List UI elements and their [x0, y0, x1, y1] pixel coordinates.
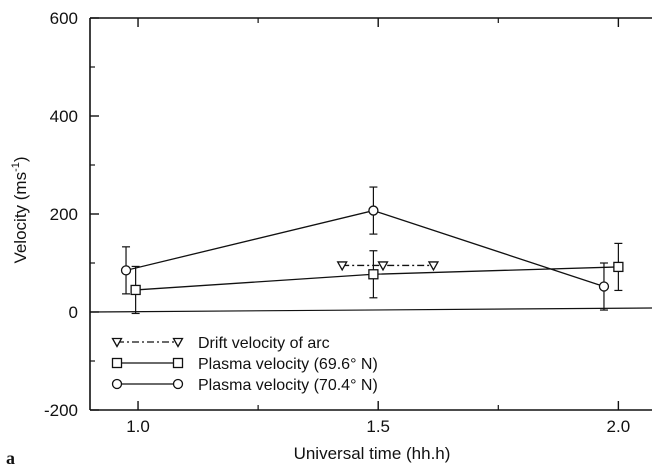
legend-marker: [111, 378, 123, 390]
y-tick-label: 600: [50, 9, 78, 28]
data-point: [598, 281, 610, 292]
data-point: [130, 284, 141, 296]
data-point: [613, 261, 624, 273]
legend-label: Drift velocity of arc: [198, 335, 330, 352]
legend-marker: [172, 337, 184, 348]
x-tick-label: 2.0: [607, 417, 631, 436]
x-tick-label: 1.0: [126, 417, 150, 436]
y-tick-label: -200: [44, 401, 78, 420]
y-axis-title-superscript: -1: [10, 162, 22, 172]
series-2: [120, 186, 610, 311]
series-0: [336, 261, 440, 272]
legend-entry-2: Plasma velocity (70.4° N): [111, 377, 378, 394]
y-tick-label: 200: [50, 205, 78, 224]
zero-line: [89, 307, 653, 313]
legend-label: Plasma velocity (69.6° N): [198, 356, 378, 373]
legend-entry-1: Plasma velocity (69.6° N): [111, 356, 378, 373]
legend-marker: [172, 378, 184, 390]
y-tick-label: 0: [69, 303, 78, 322]
data-point: [368, 205, 379, 216]
series-1: [130, 242, 624, 315]
x-axis-title: Universal time (hh.h): [294, 444, 451, 463]
legend-marker: [111, 337, 123, 348]
legend-marker: [111, 357, 123, 369]
legend-label: Plasma velocity (70.4° N): [198, 377, 378, 394]
panel-label: a: [6, 448, 15, 467]
data-point: [427, 261, 440, 272]
data-point: [368, 269, 379, 280]
x-tick-label: 1.5: [366, 417, 390, 436]
y-axis-title: Velocity (ms-1): [10, 156, 30, 263]
y-axis-title-close: ): [11, 156, 30, 162]
legend-marker: [172, 357, 184, 369]
data-point: [336, 261, 348, 272]
legend-entry-0: Drift velocity of arc: [111, 335, 330, 352]
y-tick-label: 400: [50, 107, 78, 126]
y-axis-title-main: Velocity (ms: [11, 172, 30, 264]
data-point: [120, 265, 132, 276]
data-point: [377, 261, 389, 272]
